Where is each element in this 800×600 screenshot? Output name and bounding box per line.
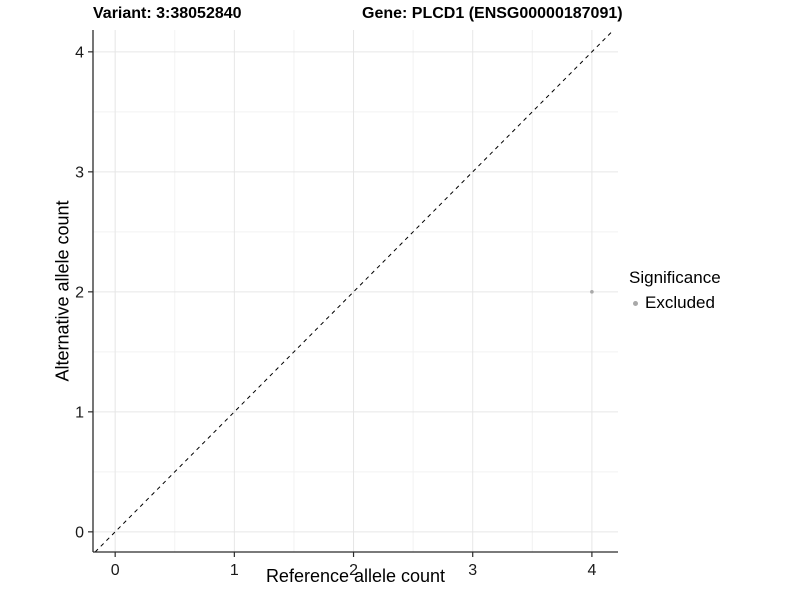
identity-reference-line (94, 29, 614, 553)
legend-item-label: Excluded (645, 293, 715, 312)
legend: Significance Excluded (629, 267, 721, 314)
x-tick-label: 2 (349, 562, 358, 579)
variant-title: Variant: 3:38052840 (93, 5, 242, 22)
data-point (590, 290, 594, 294)
y-tick-label: 3 (75, 164, 84, 181)
y-tick-label: 1 (75, 404, 84, 421)
legend-title: Significance (629, 268, 721, 287)
y-tick-label: 2 (75, 284, 84, 301)
y-tick-label: 0 (75, 524, 84, 541)
x-tick-label: 1 (230, 562, 239, 579)
x-tick-label: 3 (468, 562, 477, 579)
legend-key-dot (633, 300, 638, 306)
x-tick-label: 0 (111, 562, 120, 579)
gene-title: Gene: PLCD1 (ENSG00000187091) (362, 5, 623, 22)
y-tick-label: 4 (75, 44, 84, 61)
y-axis-title: Alternative allele count (52, 200, 73, 382)
x-tick-label: 4 (587, 562, 596, 579)
x-axis-title: Reference allele count (265, 566, 446, 586)
legend-item-excluded: Excluded (629, 292, 721, 314)
